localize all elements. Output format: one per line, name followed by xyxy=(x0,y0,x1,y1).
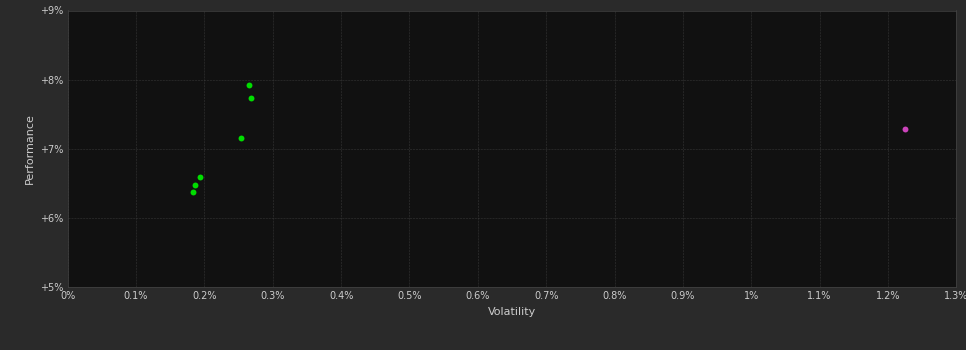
Point xyxy=(233,135,248,140)
Y-axis label: Performance: Performance xyxy=(24,113,35,184)
Point xyxy=(187,183,203,188)
Point xyxy=(897,127,913,132)
Point xyxy=(192,174,208,180)
Point xyxy=(243,95,259,100)
Point xyxy=(185,189,201,194)
X-axis label: Volatility: Volatility xyxy=(488,307,536,317)
Point xyxy=(242,82,257,88)
